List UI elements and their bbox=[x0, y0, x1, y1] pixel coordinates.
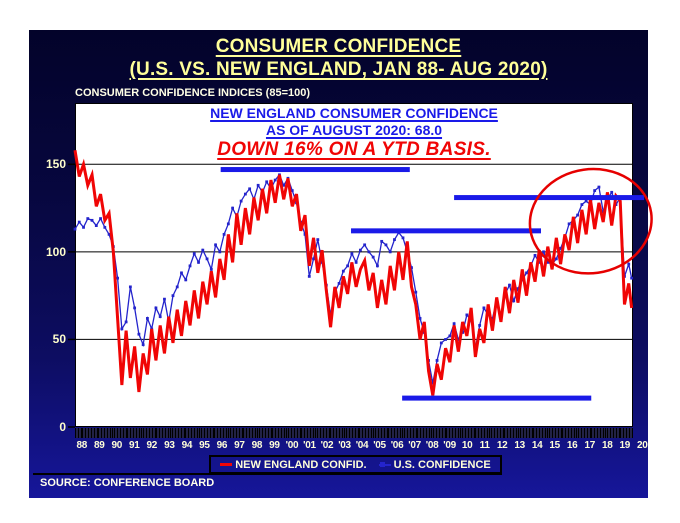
x-axis-label: 14 bbox=[531, 440, 543, 451]
x-axis-label: 10 bbox=[461, 440, 473, 451]
x-axis-label: '07 bbox=[408, 440, 421, 451]
legend-item-new-england: NEW ENGLAND CONFID. bbox=[220, 458, 367, 471]
legend-item-us: U.S. CONFIDENCE bbox=[378, 458, 491, 471]
legend-label-new-england: NEW ENGLAND CONFID. bbox=[235, 458, 367, 471]
x-axis-label: 15 bbox=[549, 440, 560, 451]
x-axis-label: 91 bbox=[129, 440, 140, 451]
x-axis-label: 92 bbox=[146, 440, 158, 451]
x-axis-label: '09 bbox=[443, 440, 456, 451]
x-axis-label: 88 bbox=[76, 440, 88, 451]
new-england-line-swatch-icon bbox=[220, 463, 233, 466]
x-axis-label: 12 bbox=[496, 440, 508, 451]
axis-units-label: CONSUMER CONFIDENCE INDICES (85=100) bbox=[75, 87, 311, 99]
source-credit: SOURCE: CONFERENCE BOARD bbox=[40, 477, 215, 489]
x-axis-label: 96 bbox=[216, 440, 228, 451]
y-axis-label-150: 150 bbox=[45, 157, 66, 172]
x-axis-label: 20 bbox=[636, 440, 648, 451]
x-axis-label: 19 bbox=[619, 440, 630, 451]
us-line-swatch-icon bbox=[378, 462, 391, 467]
x-axis-label: 90 bbox=[111, 440, 123, 451]
page-subtitle: (U.S. VS. NEW ENGLAND, JAN 88- AUG 2020) bbox=[129, 59, 548, 80]
x-axis-labels: 88 89 90 91 92 93 94 95 96 97 98 99 '00 '01 '02 '03 '04 '… bbox=[73, 440, 651, 453]
x-axis-label: '01 bbox=[303, 440, 316, 451]
x-axis-label: '06 bbox=[390, 440, 404, 451]
footer-divider bbox=[33, 473, 502, 475]
x-axis-label: 98 bbox=[251, 440, 263, 451]
x-axis-label: 18 bbox=[601, 440, 613, 451]
chart-legend: NEW ENGLAND CONFID. U.S. CONFIDENCE bbox=[209, 455, 502, 474]
x-axis-label: '05 bbox=[373, 440, 386, 451]
page-title: CONSUMER CONFIDENCE bbox=[215, 36, 462, 57]
x-axis-label: 17 bbox=[584, 440, 595, 451]
x-axis-label: '08 bbox=[425, 440, 439, 451]
annotation-line-3: DOWN 16% ON A YTD BASIS. bbox=[217, 139, 491, 160]
x-axis-label: 16 bbox=[566, 440, 578, 451]
x-axis-label: 97 bbox=[234, 440, 245, 451]
x-axis-label: '00 bbox=[285, 440, 299, 451]
legend-label-us: U.S. CONFIDENCE bbox=[393, 458, 491, 471]
x-axis-label: 89 bbox=[94, 440, 105, 451]
y-axis-label-0: 0 bbox=[59, 420, 66, 434]
annotation-line-1: NEW ENGLAND CONSUMER CONFIDENCE bbox=[210, 105, 498, 121]
x-axis-label: '03 bbox=[338, 440, 351, 451]
annotation-line-2: AS OF AUGUST 2020: 68.0 bbox=[265, 122, 443, 138]
x-axis-label: 11 bbox=[479, 440, 490, 451]
x-axis-label: 13 bbox=[514, 440, 525, 451]
x-axis-label: 94 bbox=[181, 440, 193, 451]
x-axis-label: 95 bbox=[199, 440, 210, 451]
y-axis-label-50: 50 bbox=[52, 332, 66, 347]
x-axis-label: '02 bbox=[320, 440, 334, 451]
x-axis-label: 93 bbox=[164, 440, 175, 451]
x-axis-label: '04 bbox=[355, 440, 369, 451]
x-axis-minor-tick-band bbox=[75, 428, 633, 438]
y-axis-labels: 0 50 100 150 bbox=[0, 0, 66, 523]
x-axis-label: 99 bbox=[269, 440, 280, 451]
y-axis-label-100: 100 bbox=[45, 244, 66, 259]
